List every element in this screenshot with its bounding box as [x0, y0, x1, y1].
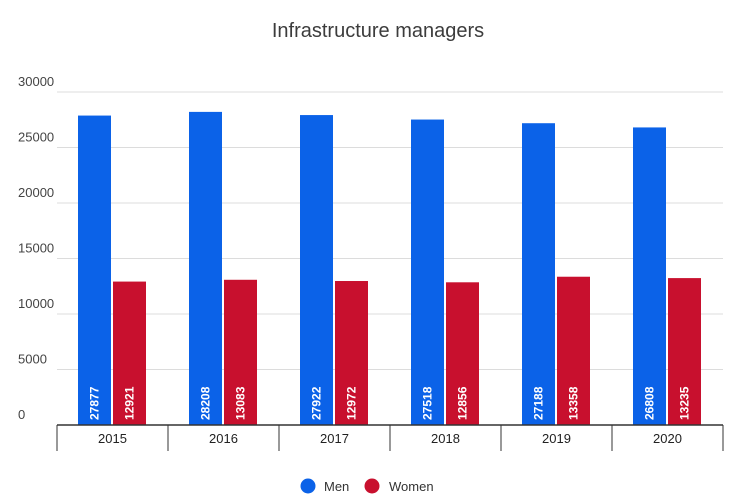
legend-label-men: Men [324, 479, 349, 494]
bar-women-2020 [668, 278, 701, 425]
data-label: 26808 [643, 386, 657, 420]
data-label: 27188 [532, 386, 546, 420]
chart-title: Infrastructure managers [272, 20, 484, 42]
bar-men-2018 [411, 119, 444, 425]
legend-swatch-women [364, 478, 380, 494]
x-tick-label: 2016 [209, 431, 238, 446]
y-tick-label: 10000 [18, 296, 54, 311]
x-tick-label: 2017 [320, 431, 349, 446]
data-label: 27922 [310, 386, 324, 420]
y-tick-label: 30000 [18, 74, 54, 89]
bar-men-2020 [633, 127, 666, 425]
data-label: 13083 [234, 386, 248, 420]
data-label: 28208 [199, 386, 213, 420]
legend: Men Women [300, 478, 434, 494]
bar-men-2017 [300, 115, 333, 426]
legend-label-women: Women [389, 479, 434, 494]
bars: 27877 28208 27922 27518 27188 26808 12921 13083… [78, 111, 701, 426]
bar-women-2018 [446, 282, 479, 425]
bar-men-2015 [78, 115, 111, 425]
y-axis-ticks: 0 5000 10000 15000 20000 25000 30000 [18, 74, 54, 422]
data-label: 12972 [345, 386, 359, 420]
x-tick-label: 2019 [542, 431, 571, 446]
data-label: 27877 [88, 386, 102, 420]
data-label: 13235 [678, 386, 692, 420]
data-label: 13358 [567, 386, 581, 420]
bar-men-2016 [189, 111, 222, 425]
grid [57, 91, 723, 370]
bar-women-2017 [335, 281, 368, 425]
x-tick-label: 2018 [431, 431, 460, 446]
bar-women-2016 [224, 279, 257, 425]
data-label: 27518 [421, 386, 435, 420]
y-tick-label: 25000 [18, 130, 54, 145]
bar-women-2015 [113, 281, 146, 425]
bar-women-2019 [557, 276, 590, 425]
bar-men-2019 [522, 123, 555, 426]
data-label: 12921 [123, 386, 137, 420]
x-tick-label: 2020 [653, 431, 682, 446]
data-label: 12856 [456, 386, 470, 420]
y-tick-label: 0 [18, 407, 25, 422]
y-tick-label: 15000 [18, 241, 54, 256]
y-tick-label: 20000 [18, 185, 54, 200]
x-axis: 2015 2016 2017 2018 2019 2020 [56, 424, 724, 451]
legend-swatch-men [300, 478, 316, 494]
y-tick-label: 5000 [18, 352, 47, 367]
x-tick-label: 2015 [98, 431, 127, 446]
